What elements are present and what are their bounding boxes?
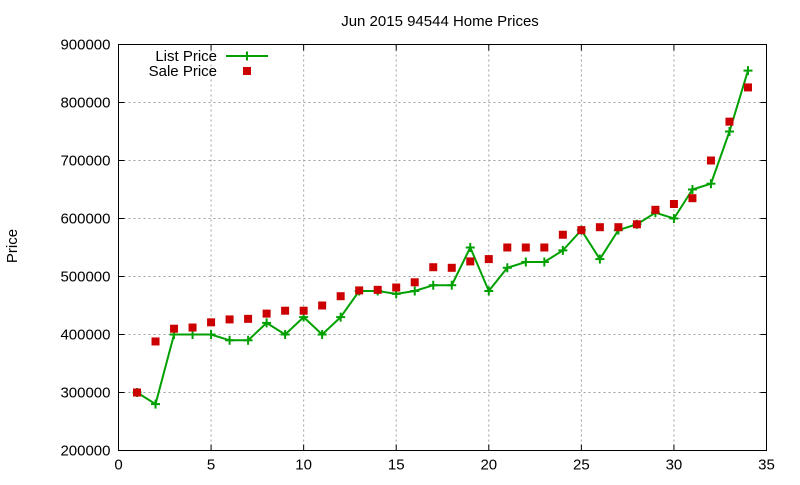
list-price-point xyxy=(484,286,494,296)
sale-price-point xyxy=(318,301,327,310)
sale-price-point xyxy=(188,323,197,332)
x-tick-label: 20 xyxy=(480,457,497,474)
sale-price-point xyxy=(558,230,567,239)
legend: List Price Sale Price xyxy=(149,48,268,80)
sale-price-point xyxy=(651,205,660,214)
sale-price-point xyxy=(503,243,512,252)
y-tick-label: 900000 xyxy=(60,37,110,54)
x-tick-label: 5 xyxy=(207,457,215,474)
list-price-point xyxy=(465,243,475,252)
sale-price-point xyxy=(429,263,438,272)
x-tick-label: 35 xyxy=(758,457,775,474)
y-tick-label: 500000 xyxy=(60,269,110,286)
list-price-point xyxy=(502,263,512,273)
sale-price-point xyxy=(521,243,530,252)
list-price-point xyxy=(206,330,216,339)
list-price-point xyxy=(447,280,457,290)
sale-price-point xyxy=(151,337,160,346)
x-tick-label: 10 xyxy=(295,457,312,474)
sale-price-point xyxy=(725,117,734,126)
sale-price-point xyxy=(614,223,623,232)
list-price-point xyxy=(243,335,253,345)
list-price-point xyxy=(151,399,161,409)
series-layer xyxy=(132,66,753,409)
sale-price-point xyxy=(688,194,697,203)
sale-price-point xyxy=(632,220,641,229)
list-price-point xyxy=(669,214,679,223)
legend-label-sale-price: Sale Price xyxy=(149,63,217,80)
list-price-point xyxy=(262,318,272,328)
grid xyxy=(118,44,767,451)
sale-price-point xyxy=(355,286,364,295)
list-price-line xyxy=(136,70,749,406)
sale-price-point xyxy=(540,243,549,252)
sale-price-point xyxy=(577,226,586,235)
x-tick-label: 30 xyxy=(666,457,683,474)
list-price-point xyxy=(558,245,568,255)
x-tick-label: 0 xyxy=(114,457,122,474)
x-tick-label: 15 xyxy=(388,457,405,474)
sale-price-point xyxy=(373,285,382,294)
sale-price-point xyxy=(669,200,678,208)
sale-price-point xyxy=(466,257,475,266)
sale-price-point xyxy=(262,309,271,318)
sale-price-point xyxy=(336,292,345,301)
sale-price-point xyxy=(392,283,401,292)
sale-price-point xyxy=(743,83,752,92)
y-tick-label: 700000 xyxy=(60,153,110,170)
list-price-point xyxy=(317,330,327,339)
list-price-point xyxy=(743,66,753,76)
y-tick-label: 400000 xyxy=(60,327,110,344)
list-price-point xyxy=(595,254,605,264)
y-tick-label: 600000 xyxy=(60,211,110,228)
legend-marker-sale-price xyxy=(243,67,251,75)
list-price-point xyxy=(428,280,438,290)
list-price-point xyxy=(687,185,697,194)
list-price-point xyxy=(225,335,235,345)
legend-marker-list-price xyxy=(242,51,252,61)
list-price-point xyxy=(410,286,420,296)
legend-plus xyxy=(242,51,252,61)
chart-title: Jun 2015 94544 Home Prices xyxy=(341,13,539,30)
list-price-point xyxy=(336,312,346,322)
list-price-point xyxy=(724,127,734,136)
list-price-point xyxy=(539,257,549,267)
sale-price-point xyxy=(207,318,216,327)
list-price-point xyxy=(280,330,290,339)
sale-price-point xyxy=(484,255,493,264)
legend-label-list-price: List Price xyxy=(155,48,217,65)
sale-price-point xyxy=(595,223,604,232)
sale-price-point xyxy=(410,278,419,287)
y-tick-label: 800000 xyxy=(60,95,110,112)
list-price-point xyxy=(521,257,531,267)
sale-price-point xyxy=(299,306,308,315)
axis-ticks: 0 5 10 15 20 25 30 35 200000 300000 400000 500000 60… xyxy=(60,37,774,474)
y-tick-label: 200000 xyxy=(60,443,110,460)
sale-price-point xyxy=(281,306,290,315)
x-tick-label: 25 xyxy=(573,457,590,474)
sale-price-point xyxy=(170,324,179,333)
list-price-point xyxy=(706,179,716,189)
sale-price-point xyxy=(706,156,715,165)
y-tick-label: 300000 xyxy=(60,385,110,402)
sale-price-point xyxy=(244,314,253,323)
y-axis-label: Price xyxy=(4,229,21,263)
sale-price-point xyxy=(447,263,456,272)
sale-price-point xyxy=(225,315,234,324)
plot-frame xyxy=(118,44,767,451)
sale-price-point xyxy=(133,388,142,397)
